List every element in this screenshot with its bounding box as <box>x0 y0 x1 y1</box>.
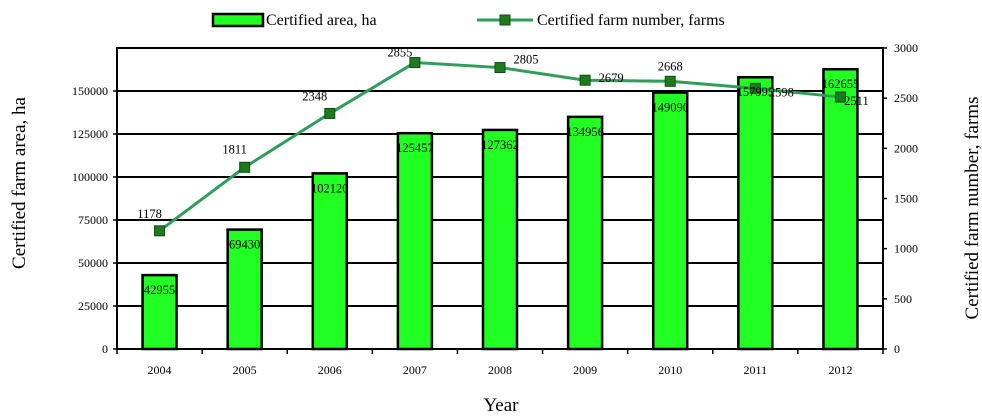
line-point-2008 <box>494 62 506 74</box>
line-point-2007 <box>409 57 421 69</box>
line-point-2004 <box>154 225 166 237</box>
bar-label-2006: 102120 <box>311 181 349 195</box>
axes: 0 25000 50000 75000 100000 125000 150000 0 500 10… <box>72 41 918 377</box>
x-tick-label: 2010 <box>658 363 682 377</box>
y2-tick-label: 1500 <box>894 192 918 206</box>
line-point-2011 <box>749 82 761 94</box>
y-tick-label: 100000 <box>72 170 108 184</box>
bar-label-2012: 162655 <box>822 77 860 91</box>
bar-2011 <box>737 75 774 351</box>
y-tick-label: 25000 <box>78 299 108 313</box>
bar-label-2008: 127362 <box>481 138 519 152</box>
y-tick-label: 50000 <box>78 256 108 270</box>
line-label-2008: 2805 <box>514 53 539 67</box>
bar-label-2010: 149090 <box>651 101 689 115</box>
x-tick-label: 2008 <box>488 363 512 377</box>
y2-tick-label: 500 <box>894 292 912 306</box>
x-tick-label: 2009 <box>573 363 597 377</box>
bar-label-2009: 134956 <box>566 125 604 139</box>
x-axis-title: Year <box>483 395 519 416</box>
y2-tick-label: 0 <box>894 342 900 356</box>
bar-label-2005: 69430 <box>229 238 260 252</box>
x-tick-label: 2005 <box>233 363 257 377</box>
legend: Certified area, ha Certified farm number,… <box>211 12 725 29</box>
x-tick-label: 2012 <box>828 363 852 377</box>
bar-2008 <box>481 128 519 351</box>
y2-tick-label: 2500 <box>894 91 918 105</box>
line-label-2005: 1811 <box>222 142 247 156</box>
legend-label-area: Certified area, ha <box>266 12 377 29</box>
line-label-2011: 2598 <box>769 85 794 99</box>
line-label-2012: 2511 <box>844 94 869 108</box>
data-labels: 1178 1811 2348 2855 2805 2679 2668 2598 2511 4295… <box>137 46 868 298</box>
y2-tick-label: 1000 <box>894 242 918 256</box>
y-tick-label: 150000 <box>72 84 108 98</box>
line-point-2005 <box>239 161 251 173</box>
y-tick-label: 75000 <box>78 213 108 227</box>
y2-tick-label: 2000 <box>894 141 918 155</box>
bar-2012 <box>822 67 859 351</box>
x-tick-label: 2011 <box>744 363 768 377</box>
line-series <box>154 57 846 237</box>
bar-2007 <box>396 131 434 351</box>
bar-label-2004: 42955 <box>144 283 175 297</box>
line-point-2012 <box>834 91 846 103</box>
y-tick-label: 125000 <box>72 127 108 141</box>
bar-2005 <box>226 228 263 351</box>
line-label-2007: 2855 <box>387 46 412 60</box>
bar-label-2007: 125457 <box>396 141 434 155</box>
line-label-2006: 2348 <box>302 89 327 103</box>
x-tick-label: 2007 <box>403 363 427 377</box>
bar-2009 <box>566 115 604 351</box>
x-tick-label: 2004 <box>148 363 172 377</box>
bar-2006 <box>311 172 349 351</box>
legend-swatch-area <box>211 12 265 28</box>
y-tick-label: 0 <box>102 342 108 356</box>
y2-tick-label: 3000 <box>894 41 918 55</box>
line-point-2009 <box>579 74 591 86</box>
line-label-2004: 1178 <box>137 207 162 221</box>
line-label-2010: 2668 <box>658 59 683 73</box>
line-label-2009: 2679 <box>599 71 624 85</box>
x-tick-label: 2006 <box>318 363 342 377</box>
legend-label-farms: Certified farm number, farms <box>537 12 725 29</box>
y2-axis-title: Certified farm number, farms <box>962 97 982 320</box>
legend-swatch-marker <box>499 14 511 26</box>
y-axis-title: Certified farm area, ha <box>9 96 30 269</box>
line-point-2010 <box>664 75 676 87</box>
line-point-2006 <box>324 107 336 119</box>
bar-2010 <box>651 91 689 351</box>
bar-label-2011: 157995 <box>737 85 775 99</box>
bar-series <box>141 67 859 351</box>
